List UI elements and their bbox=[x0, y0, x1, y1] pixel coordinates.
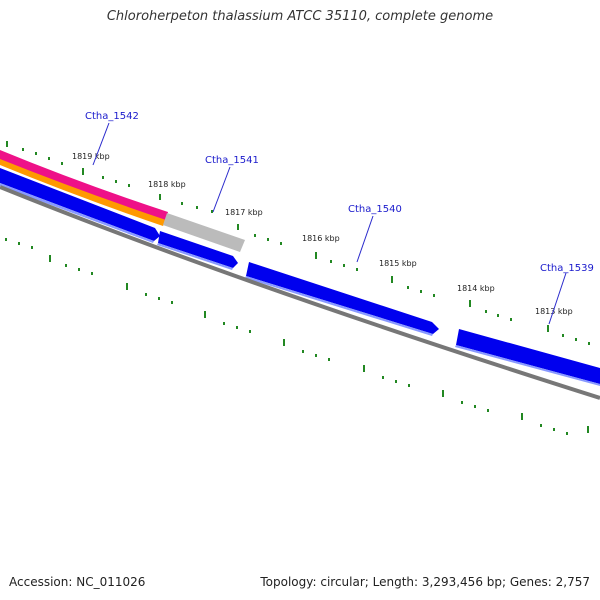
genome-title: Chloroherpeton thalassium ATCC 35110, co… bbox=[106, 9, 494, 24]
gene-label-ctha-1541[interactable]: Ctha_1541 bbox=[205, 155, 259, 166]
gene-label-ctha-1540[interactable]: Ctha_1540 bbox=[348, 204, 402, 215]
gene-feature[interactable] bbox=[456, 329, 600, 384]
gene-shadow bbox=[455, 345, 600, 386]
kbp-label: 1818 kbp bbox=[148, 180, 186, 189]
gene-label-ctha-1539[interactable]: Ctha_1539 bbox=[540, 263, 594, 274]
outer-tick-track bbox=[6, 141, 590, 345]
kbp-label: 1817 kbp bbox=[225, 208, 263, 217]
kbp-label: 1813 kbp bbox=[535, 307, 573, 316]
genome-backbone bbox=[0, 185, 600, 400]
inner-tick-track bbox=[5, 238, 589, 435]
magenta-band[interactable] bbox=[0, 150, 168, 222]
gene-label-ctha-1542[interactable]: Ctha_1542 bbox=[85, 111, 139, 122]
gene-feature[interactable] bbox=[0, 168, 160, 241]
gene-leader-lines bbox=[92, 122, 567, 325]
accession-label: Accession: NC_011026 bbox=[9, 575, 146, 589]
gene-feature[interactable] bbox=[158, 231, 238, 268]
orange-band[interactable] bbox=[0, 159, 166, 226]
pseudogene-feature[interactable] bbox=[163, 213, 245, 252]
gene-feature[interactable] bbox=[246, 262, 439, 334]
kbp-label: 1815 kbp bbox=[379, 259, 417, 268]
kbp-label: 1816 kbp bbox=[302, 234, 340, 243]
gene-shadow bbox=[157, 243, 233, 270]
gene-shadow bbox=[245, 276, 433, 336]
kbp-label: 1814 kbp bbox=[457, 284, 495, 293]
kbp-label: 1819 kbp bbox=[72, 152, 110, 161]
genome-summary: Topology: circular; Length: 3,293,456 bp… bbox=[260, 575, 590, 589]
gene-shadow bbox=[0, 183, 154, 243]
